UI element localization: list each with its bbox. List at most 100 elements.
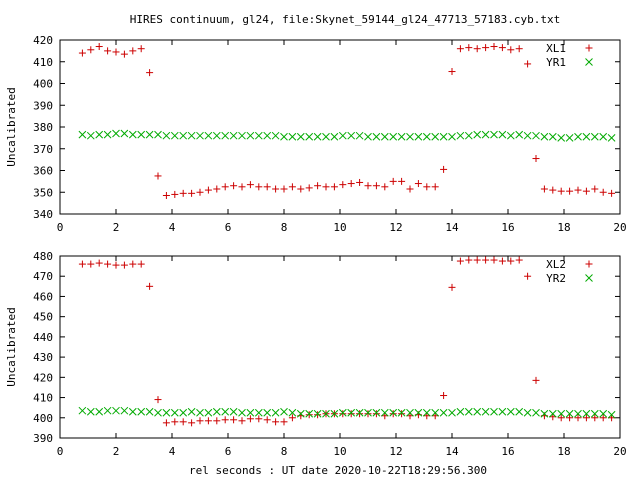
data-point	[145, 407, 154, 416]
y-tick-label: 390	[33, 432, 53, 445]
y-tick-label: 410	[33, 392, 53, 405]
data-point	[330, 409, 339, 418]
data-point	[170, 131, 179, 140]
x-tick-label: 14	[445, 221, 459, 234]
data-point	[230, 416, 238, 424]
data-point	[380, 408, 389, 417]
data-point	[431, 183, 439, 191]
x-tick-label: 0	[57, 221, 64, 234]
data-point	[381, 183, 389, 191]
data-point	[557, 409, 566, 418]
data-point	[482, 256, 490, 264]
data-point	[196, 417, 204, 425]
data-point	[204, 186, 212, 194]
data-point	[506, 407, 515, 416]
data-point	[347, 408, 356, 417]
data-point	[103, 130, 112, 139]
data-point	[120, 261, 128, 269]
x-tick-label: 10	[333, 221, 346, 234]
data-point	[507, 257, 515, 265]
x-tick-label: 6	[225, 445, 232, 458]
data-point	[78, 130, 87, 139]
data-point	[582, 414, 590, 422]
data-point	[440, 392, 448, 400]
data-point	[599, 414, 607, 422]
data-point	[448, 408, 456, 417]
data-point	[271, 408, 280, 417]
series-yr2	[78, 406, 616, 419]
data-point	[196, 131, 204, 140]
data-point	[188, 189, 196, 197]
data-point	[498, 407, 507, 416]
data-point	[255, 415, 263, 423]
data-point	[246, 131, 255, 140]
data-point	[254, 408, 263, 417]
y-tick-label: 430	[33, 351, 53, 364]
data-point	[372, 408, 381, 417]
data-point	[154, 408, 162, 417]
x-tick-label: 6	[225, 221, 232, 234]
data-point	[506, 131, 515, 140]
data-point	[406, 185, 414, 193]
data-point	[280, 185, 288, 193]
data-point	[406, 132, 414, 141]
x-tick-label: 16	[501, 221, 514, 234]
y-tick-label: 480	[33, 250, 53, 263]
data-point	[112, 261, 120, 269]
series-yr1	[78, 129, 616, 142]
data-point	[238, 417, 246, 425]
data-point	[414, 132, 423, 141]
data-point	[557, 187, 565, 195]
y-axis-label: Uncalibrated	[5, 307, 18, 386]
x-tick-label: 18	[557, 445, 570, 458]
data-point	[171, 190, 179, 198]
data-point	[179, 131, 188, 140]
data-point	[103, 406, 112, 415]
data-point	[599, 409, 608, 418]
data-point	[364, 132, 372, 141]
data-point	[171, 418, 179, 426]
data-point	[515, 256, 523, 264]
data-point	[246, 181, 254, 189]
data-point	[146, 282, 154, 290]
data-point	[490, 407, 498, 416]
data-point	[448, 132, 456, 141]
data-point	[87, 260, 95, 268]
data-point	[162, 192, 170, 200]
data-point	[397, 132, 406, 141]
data-point	[112, 48, 120, 56]
data-point	[582, 187, 590, 195]
data-point	[339, 181, 347, 189]
data-point	[599, 188, 607, 196]
y-tick-label: 410	[33, 56, 53, 69]
data-point	[389, 132, 398, 141]
data-point	[120, 406, 129, 415]
data-point	[398, 410, 406, 418]
data-point	[557, 414, 565, 422]
x-axis-label: rel seconds : UT date 2020-10-22T18:29:5…	[189, 464, 487, 477]
x-tick-label: 18	[557, 221, 570, 234]
y-tick-label: 420	[33, 371, 53, 384]
data-point	[154, 172, 162, 180]
x-tick-label: 8	[281, 445, 288, 458]
legend-marker	[585, 58, 593, 66]
data-point	[196, 188, 204, 196]
data-point	[230, 182, 238, 190]
data-point	[599, 132, 608, 141]
data-point	[397, 408, 406, 417]
data-point	[272, 418, 280, 426]
data-point	[288, 408, 297, 417]
data-point	[607, 410, 616, 419]
data-point	[204, 417, 212, 425]
data-point	[305, 409, 314, 418]
data-point	[439, 408, 448, 417]
x-tick-label: 4	[169, 445, 176, 458]
data-point	[364, 408, 372, 417]
data-point	[305, 411, 313, 419]
data-point	[112, 406, 120, 415]
data-point	[263, 131, 272, 140]
data-point	[78, 406, 87, 415]
data-point	[263, 416, 271, 424]
data-point	[607, 134, 616, 142]
data-point	[254, 131, 263, 140]
